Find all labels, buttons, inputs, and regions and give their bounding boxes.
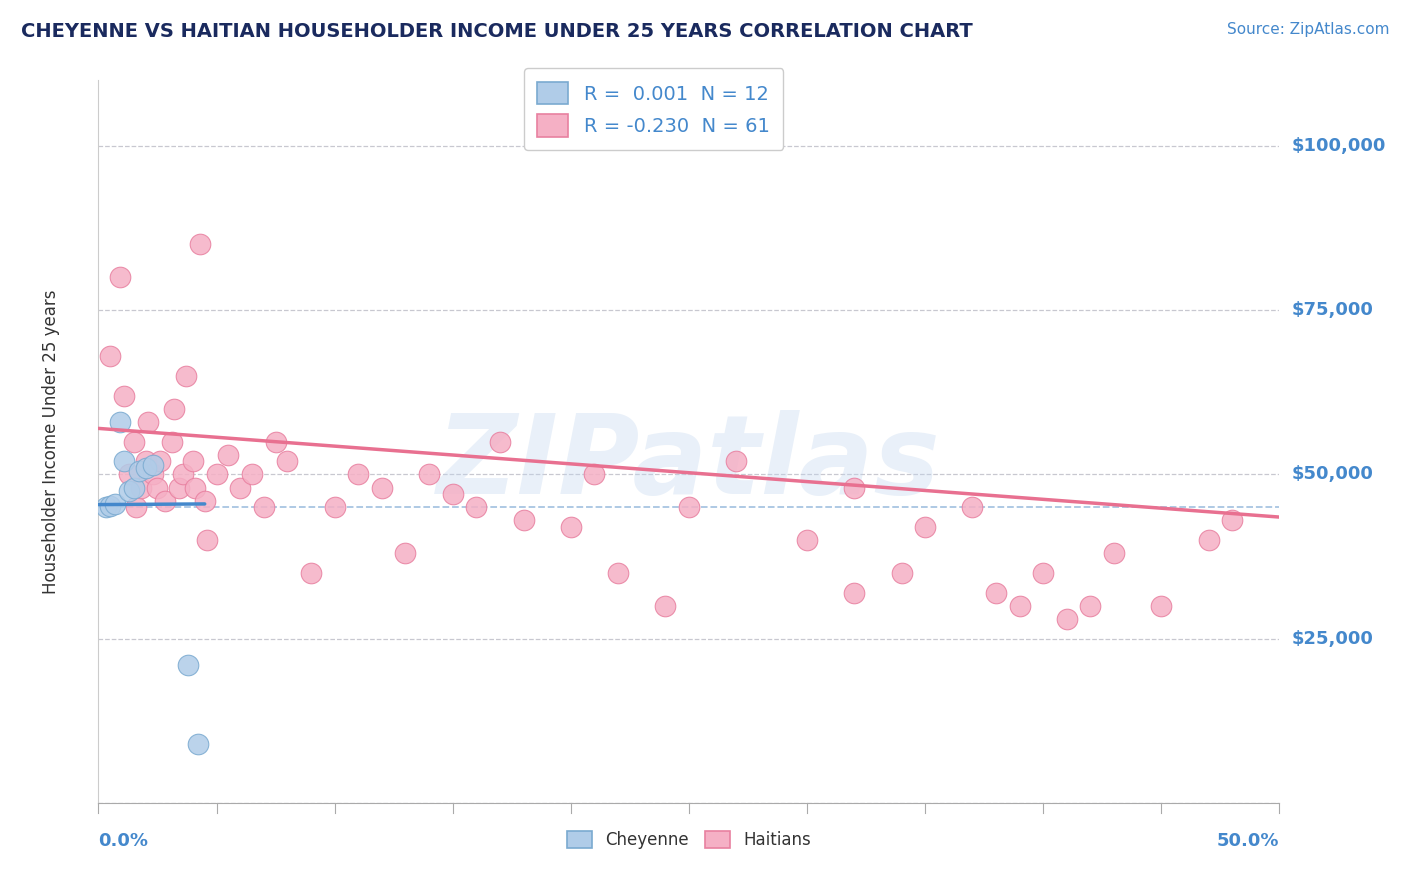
Point [118,467,141,482]
Point [1102,546,1125,560]
Point [146,481,169,495]
Point [253,500,276,515]
Text: Source: ZipAtlas.com: Source: ZipAtlas.com [1226,22,1389,37]
Point [890,566,912,580]
Point [195,533,218,547]
Point [1080,599,1102,613]
Point [167,481,190,495]
Text: $25,000: $25,000 [1291,630,1374,648]
Point [394,546,416,560]
Point [347,467,370,482]
Point [136,415,159,429]
Text: 0.0%: 0.0% [98,831,149,850]
Point [98,499,121,513]
Point [489,434,512,449]
Point [1198,533,1220,547]
Point [1150,599,1173,613]
Point [217,448,239,462]
Point [418,467,440,482]
Point [725,454,748,468]
Point [104,497,127,511]
Point [160,434,183,449]
Point [1008,599,1031,613]
Point [205,467,228,482]
Point [984,585,1007,599]
Text: CHEYENNE VS HAITIAN HOUSEHOLDER INCOME UNDER 25 YEARS CORRELATION CHART: CHEYENNE VS HAITIAN HOUSEHOLDER INCOME U… [21,22,973,41]
Point [163,401,186,416]
Point [371,481,394,495]
Point [465,500,488,515]
Point [112,388,135,402]
Point [118,483,141,498]
Point [122,481,145,495]
Point [181,454,204,468]
Point [962,500,984,515]
Point [188,237,211,252]
Text: $100,000: $100,000 [1291,137,1386,155]
Point [229,481,252,495]
Point [149,454,172,468]
Point [1220,513,1243,527]
Point [654,599,676,613]
Point [512,513,534,527]
Point [172,467,194,482]
Point [276,454,298,468]
Point [142,458,165,472]
Point [844,585,866,599]
Point [194,493,217,508]
Point [844,481,866,495]
Text: ZIPatlas: ZIPatlas [437,409,941,516]
Point [678,500,700,515]
Point [94,500,117,515]
Point [441,487,464,501]
Text: $75,000: $75,000 [1291,301,1374,319]
Point [174,368,197,383]
Point [177,657,200,672]
Point [122,434,145,449]
Point [607,566,630,580]
Point [128,464,150,478]
Point [125,500,148,515]
Point [184,481,207,495]
Point [135,460,157,475]
Point [1032,566,1054,580]
Point [112,454,135,468]
Point [108,415,131,429]
Legend: Cheyenne, Haitians: Cheyenne, Haitians [560,824,818,856]
Point [135,454,157,468]
Point [142,467,165,482]
Point [129,481,152,495]
Point [323,500,346,515]
Point [108,270,131,285]
Text: Householder Income Under 25 years: Householder Income Under 25 years [42,289,60,594]
Point [796,533,818,547]
Point [583,467,606,482]
Point [560,520,582,534]
Point [299,566,322,580]
Text: 50.0%: 50.0% [1218,831,1279,850]
Text: $50,000: $50,000 [1291,466,1374,483]
Point [1056,612,1078,626]
Point [153,493,176,508]
Point [187,737,209,751]
Point [914,520,936,534]
Point [240,467,263,482]
Point [264,434,287,449]
Point [98,349,121,363]
